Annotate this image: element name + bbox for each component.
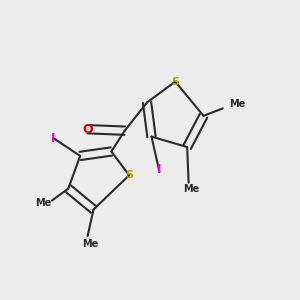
Text: I: I xyxy=(51,132,56,145)
Text: Me: Me xyxy=(82,238,99,249)
Text: O: O xyxy=(82,123,93,136)
Text: S: S xyxy=(171,76,179,87)
Text: Me: Me xyxy=(230,99,246,109)
Text: Me: Me xyxy=(184,184,200,194)
Text: Me: Me xyxy=(35,199,51,208)
Text: I: I xyxy=(157,163,161,176)
Text: S: S xyxy=(125,170,133,180)
